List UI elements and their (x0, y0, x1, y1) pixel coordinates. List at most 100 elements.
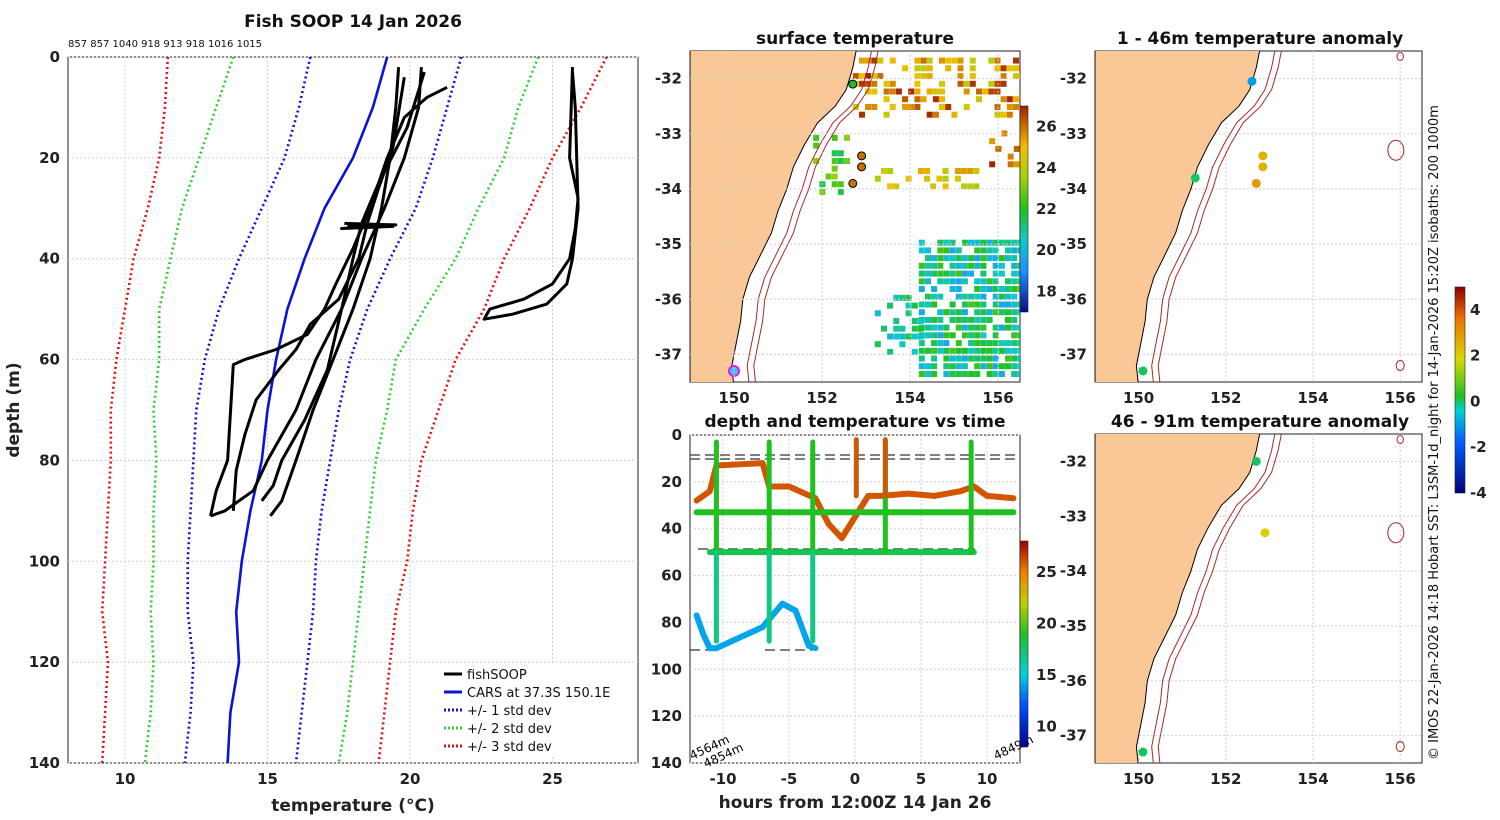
sst-cell (1019, 88, 1020, 95)
timeseries-xtick-label: 10 (977, 770, 998, 788)
sst-cell (961, 255, 968, 262)
isobath-1000-anomaly-deep (1157, 434, 1282, 763)
sst-cell (1017, 278, 1020, 285)
sst-cell (955, 278, 962, 285)
sst-cell (1011, 239, 1018, 246)
sst-cell (998, 286, 1005, 292)
sst-cell (969, 73, 976, 80)
sst-cell (992, 324, 999, 331)
sst-cell (899, 294, 906, 301)
sst-cell (986, 355, 993, 362)
sst-cell (1017, 340, 1020, 347)
sst-cell (980, 363, 987, 370)
profile-line-fishsoop-cast-b (210, 66, 423, 518)
sst-cell (918, 286, 925, 292)
map-ytick-label: -35 (1060, 617, 1087, 635)
map-xtick-label: 154 (1297, 389, 1328, 407)
sst-cell (992, 278, 999, 285)
map-ytick-label: -32 (655, 70, 682, 88)
sst-cell (926, 111, 933, 118)
sst-cell (881, 325, 887, 332)
sst-cell (1007, 153, 1014, 160)
sst-cell (955, 363, 962, 370)
sst-cell (1017, 247, 1020, 254)
sst-cell (961, 355, 968, 362)
timeseries-panel: depth and temperature vs time -10 -5 0 5 100… (651, 412, 1057, 813)
anomaly-marker (1260, 528, 1270, 538)
map-xtick-label: 150 (1123, 770, 1154, 788)
anomaly-marker (1251, 178, 1261, 188)
sst-cells (813, 57, 1020, 377)
anomaly-deep-points (1138, 456, 1270, 757)
sst-cell (961, 347, 968, 354)
timeseries-colorbar-label: 20 (1036, 614, 1057, 632)
sst-cell (931, 332, 938, 339)
sst-cell (992, 309, 999, 316)
sst-cell (874, 341, 881, 348)
profile-line-fishsoop-spike (340, 221, 398, 230)
sst-cell (1005, 340, 1011, 347)
sst-cell (837, 181, 844, 188)
sst-cell (943, 278, 950, 285)
sst-cell (874, 310, 881, 317)
sst-cell (967, 168, 974, 174)
anomaly-shallow-title: 1 - 46m temperature anomaly (1117, 29, 1403, 49)
sst-cell (980, 247, 987, 254)
sst-cell (961, 168, 967, 174)
anomaly-deep-title: 46 - 91m temperature anomaly (1111, 412, 1409, 432)
map-xtick-label: 154 (1297, 770, 1328, 788)
sst-cell (955, 316, 962, 323)
timeseries-ytick-label: 100 (651, 660, 682, 678)
profile-xtick-label: 15 (257, 770, 278, 788)
sst-cell (992, 293, 999, 300)
anomaly-shallow-content (1095, 51, 1405, 382)
sst-cell (998, 347, 1005, 354)
surface-colorbar-label: 20 (1036, 241, 1057, 259)
surface-ticks: 150 152 154 156 -32 -33 -34 -35 -36 -37 (655, 70, 1014, 407)
surface-colorbar-label: 26 (1036, 118, 1057, 136)
sst-cell (1011, 332, 1018, 339)
sst-cell (865, 80, 872, 87)
sst-cell (974, 340, 981, 347)
seamount-contour (1387, 139, 1405, 161)
sst-cell (899, 325, 906, 332)
sst-cell (963, 80, 970, 87)
seamount-contour (1387, 522, 1405, 544)
seamount-contour (1395, 741, 1405, 753)
sst-cell (1017, 262, 1020, 269)
timeseries-colorbar-label: 10 (1036, 717, 1057, 735)
sst-cell (980, 332, 987, 339)
sst-cell (943, 355, 950, 362)
map-ytick-label: -37 (1060, 345, 1087, 363)
sst-cell (1011, 371, 1018, 377)
sst-cell (893, 183, 900, 190)
sst-cell (920, 96, 927, 103)
sst-cell (961, 270, 968, 277)
sst-cell (871, 88, 878, 95)
sst-cell (954, 168, 961, 174)
seamounts-deep (1387, 434, 1405, 753)
sst-cell (943, 255, 950, 262)
sst-cell (955, 286, 962, 292)
sst-cell (931, 286, 938, 292)
sst-cell (986, 316, 993, 323)
sst-cell (926, 65, 933, 72)
sst-cell (1011, 301, 1018, 308)
sst-cell (939, 96, 945, 103)
sst-cell (1005, 309, 1011, 316)
sst-cell (931, 262, 938, 269)
timeseries-ytick-label: 140 (651, 754, 682, 772)
sst-cell (973, 183, 980, 190)
sst-cell (945, 65, 952, 72)
isobath-200-surface (746, 51, 873, 382)
sst-cell (986, 278, 993, 285)
sst-cell (961, 324, 968, 331)
sst-cell (1011, 286, 1018, 292)
profile-ytick-label: 20 (39, 149, 60, 167)
sst-cell (859, 80, 865, 87)
sst-cell (1011, 324, 1018, 331)
sst-cell (986, 309, 993, 316)
sst-cell (917, 333, 924, 340)
map-ytick-label: -35 (655, 235, 682, 253)
sst-cell (925, 347, 931, 354)
